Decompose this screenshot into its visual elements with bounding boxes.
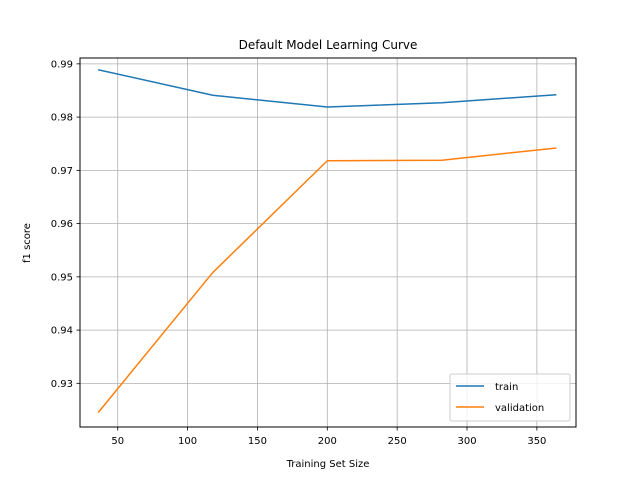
plot-area-frame (79, 57, 577, 428)
y-axis-label: f1 score (22, 223, 33, 263)
x-tick-label: 250 (388, 436, 407, 447)
y-tick-label: 0.96 (51, 219, 73, 230)
y-tick-label: 0.95 (51, 272, 73, 283)
x-tick-label: 100 (178, 436, 197, 447)
series-line-validation (97, 147, 557, 414)
x-tick-label: 300 (457, 436, 476, 447)
y-tick-label: 0.98 (51, 113, 73, 124)
y-tick-label: 0.94 (51, 326, 73, 337)
y-tick-label: 0.93 (51, 379, 73, 390)
grid-lines (80, 58, 576, 427)
x-axis-label: Training Set Size (286, 459, 370, 470)
legend-label-train: train (495, 382, 518, 393)
legend: train validation (449, 373, 571, 422)
legend-label-validation: validation (495, 403, 544, 414)
series-line-train (97, 68, 557, 108)
y-tick-label: 0.97 (51, 166, 73, 177)
x-axis-ticks: 50 100 150 200 250 300 350 (111, 427, 546, 447)
x-tick-label: 200 (318, 436, 337, 447)
series-lines (97, 68, 557, 414)
x-tick-label: 50 (111, 436, 124, 447)
x-tick-label: 350 (527, 436, 546, 447)
chart-title: Default Model Learning Curve (239, 38, 418, 52)
y-tick-label: 0.99 (51, 59, 73, 70)
y-axis-ticks: 0.93 0.94 0.95 0.96 0.97 0.98 0.99 (51, 59, 80, 390)
x-tick-label: 150 (248, 436, 267, 447)
